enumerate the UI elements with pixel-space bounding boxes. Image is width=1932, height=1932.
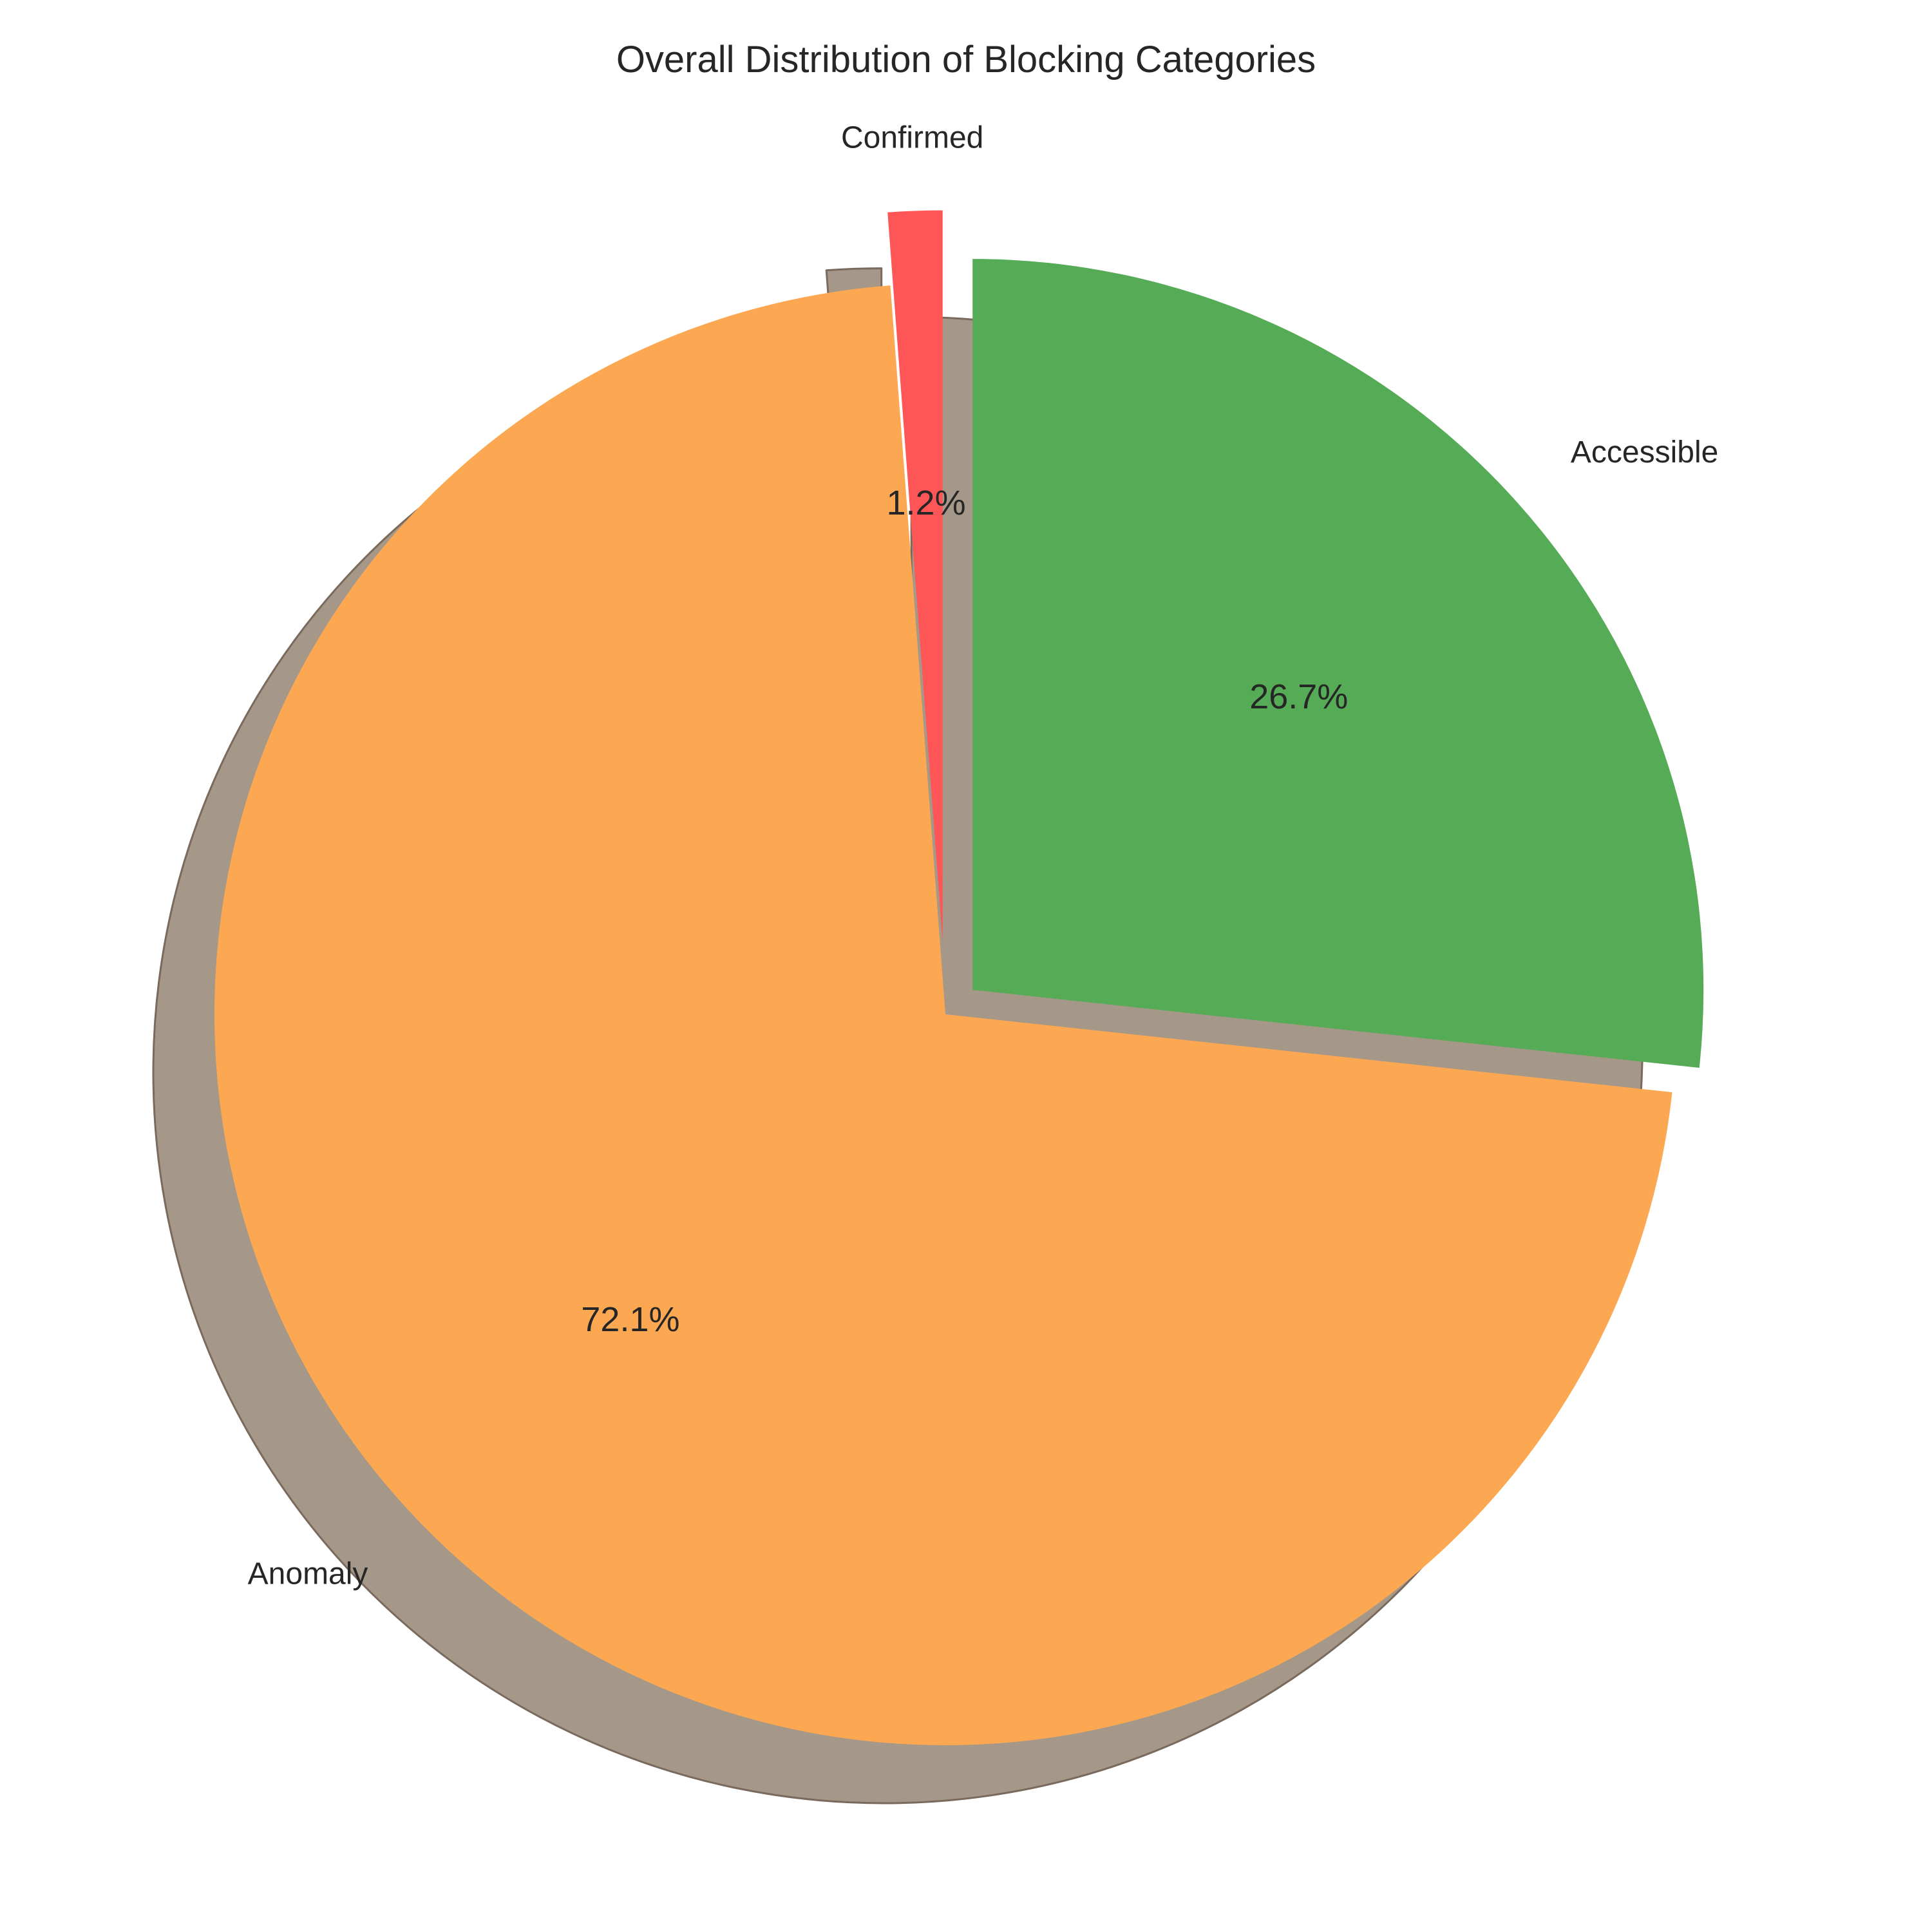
slice-label-confirmed: Confirmed (841, 120, 983, 155)
chart-title: Overall Distribution of Blocking Categor… (616, 39, 1316, 80)
slices (214, 210, 1704, 1746)
pct-label-confirmed: 1.2% (887, 484, 966, 522)
slice-labels: Accessible 26.7% Anomaly 72.1% Confirmed 1.2% (248, 120, 1719, 1591)
pct-label-accessible: 26.7% (1249, 677, 1348, 716)
slice-confirmed (887, 210, 943, 942)
pct-label-anomaly: 72.1% (581, 1300, 679, 1339)
slice-anomaly (214, 285, 1672, 1746)
slice-label-accessible: Accessible (1571, 435, 1718, 469)
slice-accessible (972, 259, 1704, 1068)
slice-label-anomaly: Anomaly (248, 1557, 368, 1591)
